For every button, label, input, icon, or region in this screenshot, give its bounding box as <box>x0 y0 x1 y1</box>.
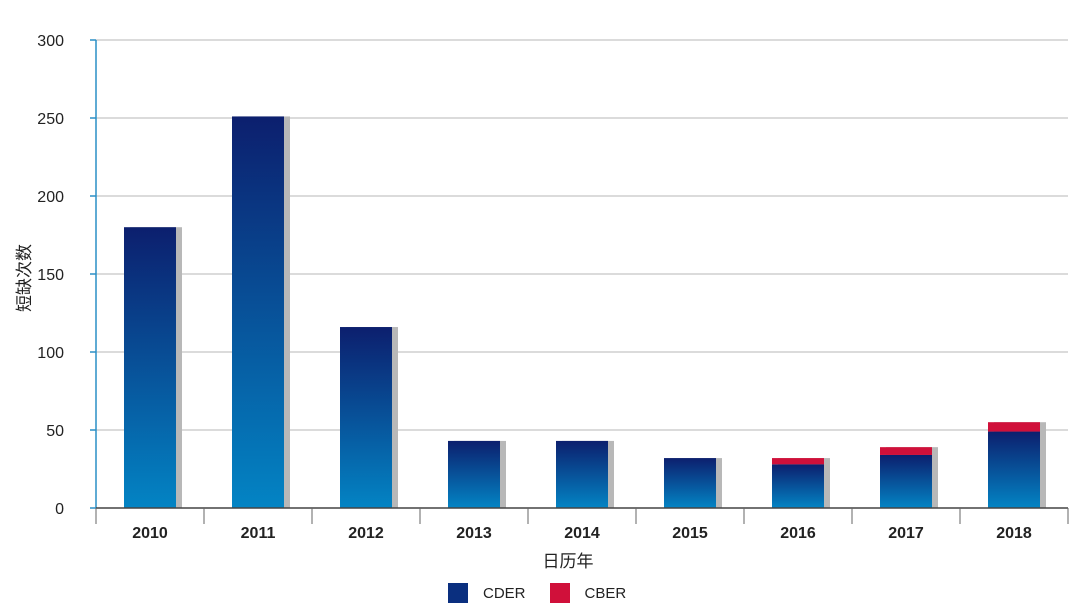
x-tick-label-2014: 2014 <box>564 525 600 542</box>
y-tick-label-150: 150 <box>37 267 64 284</box>
y-tick-label-250: 250 <box>37 111 64 128</box>
x-tick-label-2018: 2018 <box>996 525 1032 542</box>
bar-cder-2013 <box>448 440 500 508</box>
bar-cder-2011 <box>232 116 284 508</box>
x-axis-title: 日历年 <box>543 552 594 572</box>
legend-swatch-cder <box>448 583 468 603</box>
y-tick-label-300: 300 <box>37 33 64 50</box>
bar-cber-2017 <box>880 447 932 455</box>
x-tick-label-2011: 2011 <box>241 525 276 542</box>
bar-cder-2015 <box>664 458 716 508</box>
x-tick-label-2015: 2015 <box>672 525 708 542</box>
bar-cder-2012 <box>340 327 392 508</box>
y-tick-label-0: 0 <box>55 501 64 518</box>
x-tick-label-2017: 2017 <box>888 525 924 542</box>
y-tick-label-100: 100 <box>37 345 64 362</box>
bar-cber-2018 <box>988 422 1040 432</box>
legend-label-cber: CBER <box>584 584 627 602</box>
bar-cder-2018 <box>988 431 1040 508</box>
bar-cder-2014 <box>556 440 608 508</box>
legend: CDER CBER <box>448 583 650 603</box>
bar-cder-2016 <box>772 464 824 508</box>
x-tick-label-2010: 2010 <box>132 525 168 542</box>
legend-item-cber: CBER <box>549 583 627 603</box>
y-tick-label-200: 200 <box>37 189 64 206</box>
y-axis-title: 短缺次数 <box>15 244 35 312</box>
y-tick-label-50: 50 <box>46 423 64 440</box>
x-tick-label-2012: 2012 <box>348 525 384 542</box>
legend-swatch-cber <box>549 583 570 603</box>
x-tick-label-2013: 2013 <box>456 525 492 542</box>
bar-cder-2010 <box>124 227 176 508</box>
x-tick-label-2016: 2016 <box>780 525 816 542</box>
legend-label-cder: CDER <box>483 584 526 602</box>
legend-item-cder: CDER <box>448 583 526 603</box>
bar-cber-2016 <box>772 458 824 465</box>
bar-cder-2017 <box>880 454 932 508</box>
